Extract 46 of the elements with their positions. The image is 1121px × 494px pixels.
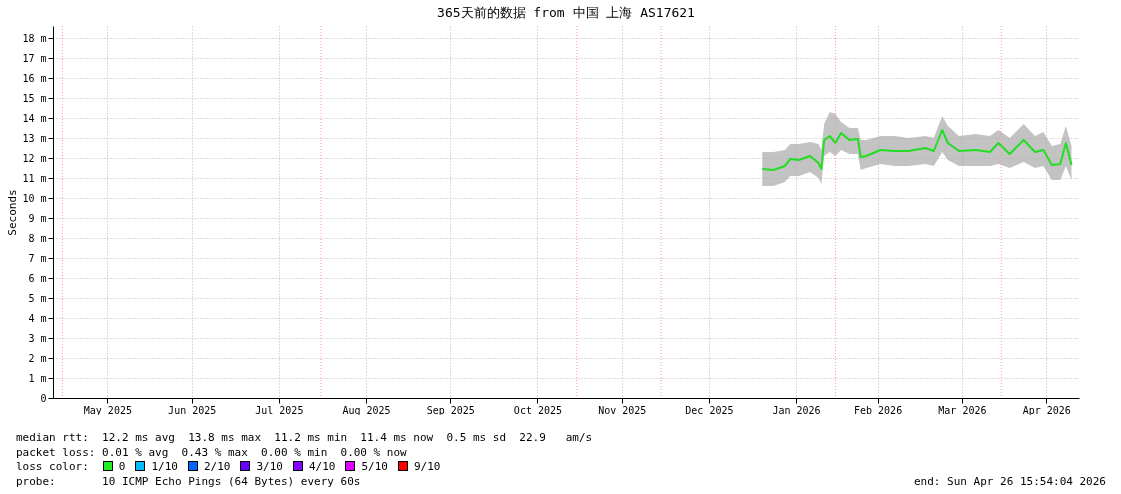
y-axis-title: Seconds — [6, 189, 20, 236]
text: 9/10 — [413, 460, 441, 473]
y-tick-label: 2 m — [28, 352, 47, 364]
x-tick-label: May 2025 — [83, 404, 132, 416]
text: end: Sun Apr 26 15:54:04 2026 — [913, 474, 1106, 489]
y-tick-label: 14 m — [22, 112, 47, 124]
chart-title: 365天前的数据 from 中国 上海 AS17621 — [437, 4, 695, 20]
y-tick-label: 15 m — [22, 92, 47, 104]
y-tick-label: 7 m — [28, 252, 47, 264]
y-tick-label: 6 m — [28, 272, 47, 284]
y-tick-label: 17 m — [22, 52, 47, 64]
y-tick-label: 11 m — [22, 172, 47, 184]
x-tick-label: Jan 2026 — [772, 404, 821, 416]
text: 3/10 — [256, 460, 283, 473]
y-tick-label: 0 — [40, 392, 47, 404]
text: 0 — [118, 460, 126, 473]
y-tick-label: 3 m — [28, 332, 47, 344]
x-tick-label: Dec 2025 — [685, 404, 734, 416]
text: 4/10 — [308, 460, 336, 473]
y-tick-label: 10 m — [22, 192, 47, 204]
y-tick-label: 16 m — [22, 72, 47, 84]
y-tick-label: 8 m — [28, 232, 47, 244]
y-tick-label: 9 m — [28, 212, 47, 224]
y-tick-label: 18 m — [22, 32, 47, 44]
y-tick-label: 13 m — [22, 132, 47, 144]
x-tick-label: Jun 2025 — [168, 404, 217, 416]
line-series — [761, 129, 1073, 171]
x-tick-label: Feb 2026 — [853, 404, 903, 416]
x-tick-label: Apr 2026 — [1022, 404, 1071, 416]
text: 1/10 — [151, 460, 178, 473]
text: loss color: — [16, 460, 89, 473]
x-tick-label: Sep 2025 — [426, 404, 475, 416]
x-tick-label: Nov 2025 — [598, 404, 647, 416]
y-tick-label: 1 m — [28, 372, 47, 384]
x-tick-label: Jul 2025 — [255, 404, 304, 416]
x-tick-label: Aug 2025 — [342, 404, 391, 416]
y-tick-label: 4 m — [28, 312, 47, 324]
text: packet loss: 0.01 % avg 0.43 % max 0.00 % min 0.00 % now — [16, 445, 407, 459]
x-tick-label: Oct 2025 — [513, 404, 563, 416]
text: 2/10 — [203, 460, 231, 473]
text: probe: 10 ICMP Echo Pings (64 Bytes) every 60s — [16, 474, 361, 488]
text: median rtt: 12.2 ms avg 13.8 ms max 11.2 ms min 11.4 ms now 0.5 ms sd 22.9 am/s — [16, 431, 593, 444]
y-tick-label: 5 m — [28, 292, 47, 304]
x-tick-label: Mar 2026 — [938, 404, 987, 416]
y-tick-label: 12 m — [22, 152, 47, 164]
text: 5/10 — [361, 460, 388, 473]
